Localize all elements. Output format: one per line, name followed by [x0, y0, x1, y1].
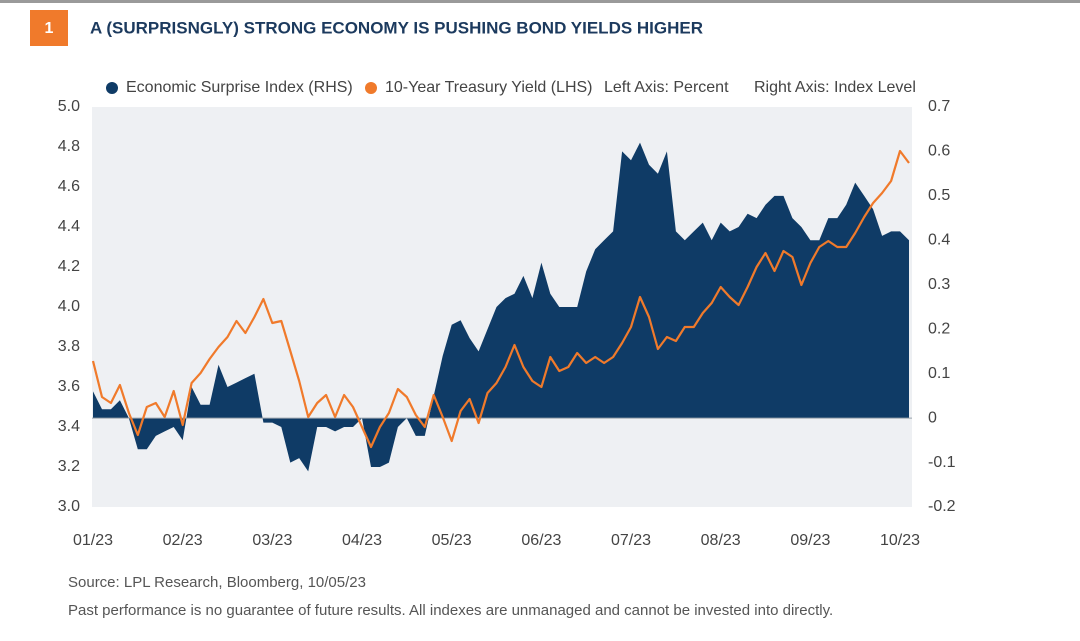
y-tick-label: 3.4 — [58, 418, 80, 435]
yield-line — [91, 149, 910, 449]
y2-tick-label: 0.7 — [928, 98, 950, 115]
y2-tick-label: -0.2 — [928, 498, 956, 515]
top-border — [0, 0, 1080, 3]
x-tick-label: 07/23 — [611, 532, 651, 549]
y2-tick-label: 0.1 — [928, 365, 950, 382]
x-tick-label: 08/23 — [701, 532, 741, 549]
y2-tick-label: 0.5 — [928, 187, 950, 204]
y-tick-label: 3.8 — [58, 338, 80, 355]
figure-number: 1 — [45, 20, 54, 37]
y-tick-label: 3.0 — [58, 498, 80, 515]
axis-note: Left Axis: Percent — [604, 79, 729, 96]
y2-tick-label: -0.1 — [928, 454, 956, 471]
axis-note: Right Axis: Index Level — [754, 79, 916, 96]
figure-badge — [30, 10, 68, 46]
x-tick-label: 06/23 — [521, 532, 561, 549]
y-tick-label: 4.8 — [58, 138, 80, 155]
y2-tick-label: 0.4 — [928, 232, 950, 249]
x-tick-label: 03/23 — [252, 532, 292, 549]
legend-marker — [365, 82, 377, 94]
x-tick-label: 10/23 — [880, 532, 920, 549]
source: Source: LPL Research, Bloomberg, 10/05/2… — [68, 574, 366, 591]
y2-tick-label: 0.6 — [928, 143, 950, 160]
disclaimer: Past performance is no guarantee of futu… — [68, 602, 833, 619]
y-tick-label: 4.4 — [58, 218, 80, 235]
x-tick-label: 02/23 — [163, 532, 203, 549]
y2-tick-label: 0 — [928, 409, 937, 426]
y-tick-label: 4.6 — [58, 178, 80, 195]
legend-label: Economic Surprise Index (RHS) — [126, 79, 353, 96]
x-tick-label: 04/23 — [342, 532, 382, 549]
y-tick-label: 5.0 — [58, 98, 80, 115]
legend-marker — [106, 82, 118, 94]
y2-tick-label: 0.2 — [928, 320, 950, 337]
legend-label: 10-Year Treasury Yield (LHS) — [385, 79, 593, 96]
chart-title: A (SURPRISNGLY) STRONG ECONOMY IS PUSHIN… — [90, 18, 703, 37]
surprise-area — [93, 142, 909, 472]
x-tick-label: 01/23 — [73, 532, 113, 549]
y-tick-label: 3.6 — [58, 378, 80, 395]
y2-tick-label: 0.3 — [928, 276, 950, 293]
y-tick-label: 4.2 — [58, 258, 80, 275]
x-tick-label: 09/23 — [790, 532, 830, 549]
y-tick-label: 4.0 — [58, 298, 80, 315]
y-tick-label: 3.2 — [58, 458, 80, 475]
x-tick-label: 05/23 — [432, 532, 472, 549]
